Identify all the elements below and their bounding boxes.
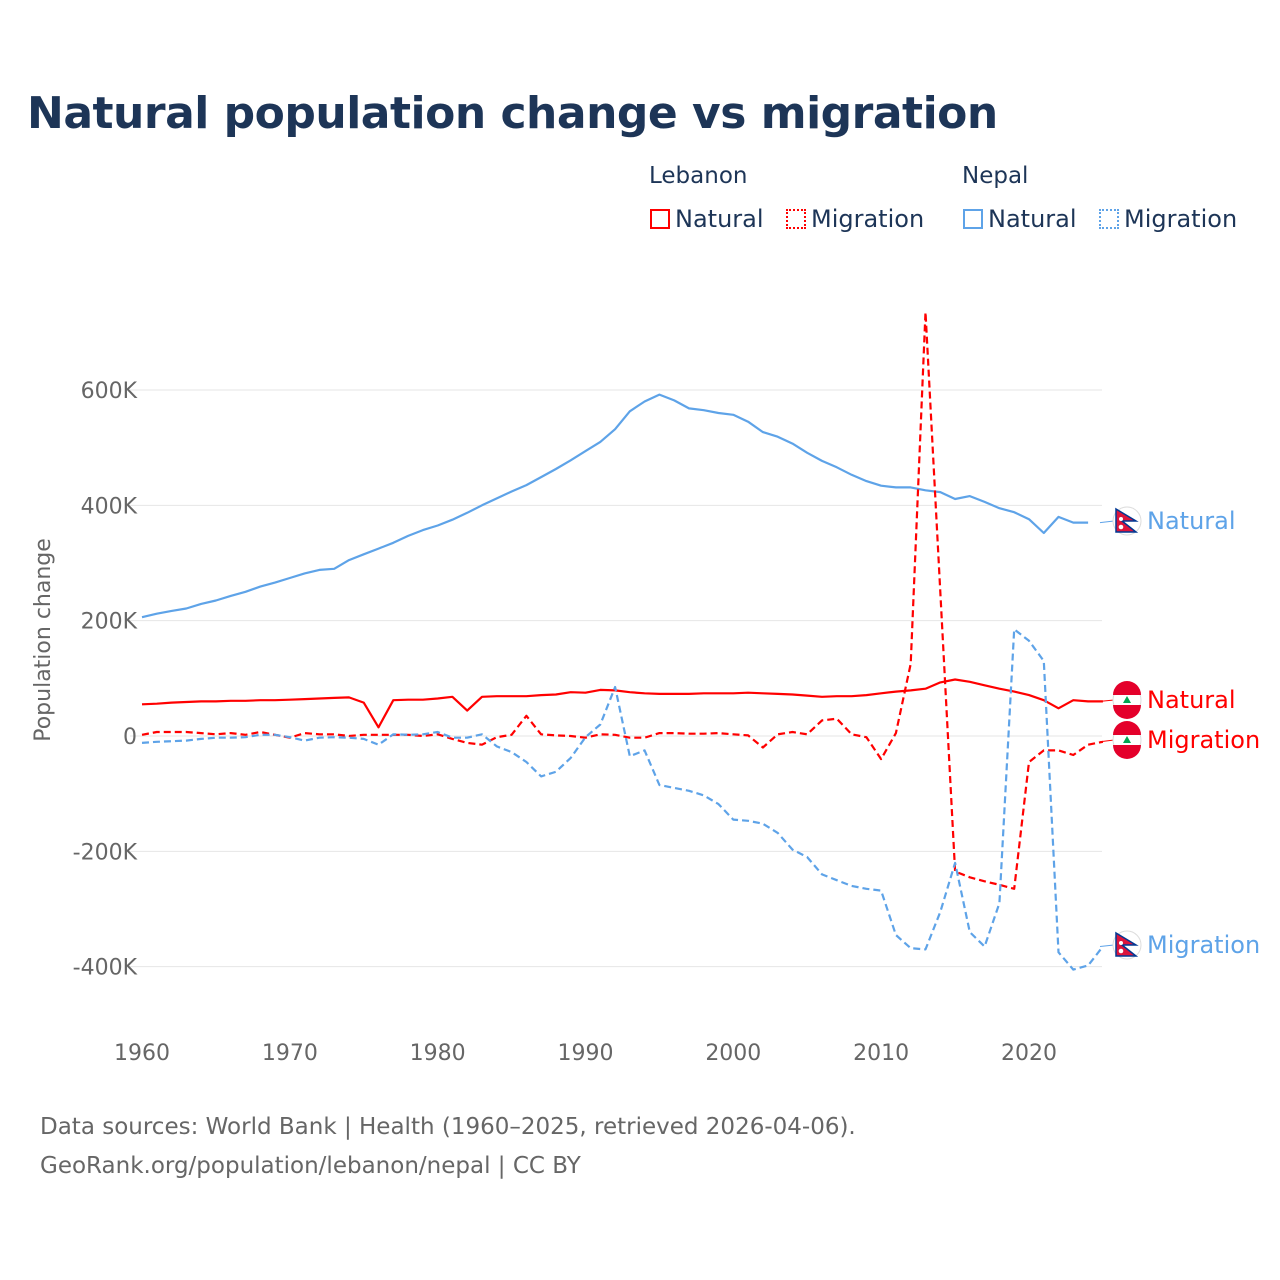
y-tick-label: -400K xyxy=(73,956,138,981)
cedar-icon xyxy=(1123,696,1131,703)
x-tick-label: 1980 xyxy=(410,1041,466,1066)
legend-label: Natural xyxy=(675,205,764,233)
flag-band xyxy=(1113,681,1141,695)
end-label-text: Natural xyxy=(1147,507,1236,535)
solid-swatch-icon xyxy=(963,209,983,229)
y-axis-label: Population change xyxy=(31,538,56,742)
label-connector xyxy=(1099,739,1115,743)
label-connector xyxy=(1099,944,1115,947)
y-tick-label: 400K xyxy=(81,494,138,519)
y-tick-label: 200K xyxy=(81,610,138,635)
lebanon-flag-icon xyxy=(1112,721,1142,759)
solid-swatch-icon xyxy=(650,209,670,229)
end-label-nepal-natural: Natural xyxy=(1099,506,1236,536)
source-line: Data sources: World Bank | Health (1960–… xyxy=(40,1114,856,1140)
series-line-nepal-migration xyxy=(141,628,1104,971)
series-line-lebanon-migration xyxy=(141,311,1104,890)
end-label-text: Natural xyxy=(1147,686,1236,714)
end-label-lebanon-migration: Migration xyxy=(1099,721,1260,759)
flag-band xyxy=(1113,721,1141,735)
end-label-nepal-migration: Migration xyxy=(1099,930,1260,960)
dotted-swatch-icon xyxy=(1099,209,1119,229)
dotted-swatch-icon xyxy=(786,209,806,229)
nepal-flag-icon xyxy=(1112,930,1142,960)
end-label-lebanon-natural: Natural xyxy=(1099,681,1236,719)
moon-icon xyxy=(1119,941,1123,945)
x-tick-label: 2010 xyxy=(853,1041,909,1066)
y-tick-label: 0 xyxy=(123,725,137,750)
chart-title: Natural population change vs migration xyxy=(27,88,998,139)
end-label-text: Migration xyxy=(1147,726,1260,754)
flag-band xyxy=(1113,705,1141,719)
nepal-flag-icon xyxy=(1112,506,1142,536)
legend-nepal-migration[interactable]: Migration xyxy=(1099,205,1237,233)
series-line-lebanon-natural xyxy=(141,678,1103,729)
x-tick-label: 1970 xyxy=(262,1041,318,1066)
legend-label: Natural xyxy=(988,205,1077,233)
cedar-icon xyxy=(1123,736,1131,743)
legend-lebanon-natural[interactable]: Natural xyxy=(650,205,764,233)
moon-icon xyxy=(1119,517,1123,521)
legend-group-lebanon: Lebanon xyxy=(649,163,748,189)
x-tick-label: 2000 xyxy=(705,1041,761,1066)
x-tick-label: 2020 xyxy=(1001,1041,1057,1066)
label-connector xyxy=(1099,699,1115,702)
legend-lebanon-migration[interactable]: Migration xyxy=(786,205,924,233)
y-tick-label: -200K xyxy=(73,840,138,865)
source-link[interactable]: GeoRank.org/population/lebanon/nepal | C… xyxy=(40,1153,581,1179)
legend-label: Migration xyxy=(811,205,925,233)
y-tick-label: 600K xyxy=(81,379,138,404)
legend-label: Migration xyxy=(1124,205,1238,233)
sun-icon xyxy=(1118,948,1124,954)
source-note: Data sources: World Bank | Health (1960–… xyxy=(40,1108,856,1186)
series-line-nepal-natural xyxy=(141,393,1089,619)
legend-nepal-natural[interactable]: Natural xyxy=(963,205,1077,233)
flag-band xyxy=(1113,745,1141,759)
legend-group-nepal: Nepal xyxy=(962,163,1029,189)
x-tick-label: 1990 xyxy=(557,1041,613,1066)
sun-icon xyxy=(1118,524,1124,530)
lebanon-flag-icon xyxy=(1112,681,1142,719)
x-tick-label: 1960 xyxy=(114,1041,170,1066)
label-connector xyxy=(1099,520,1115,524)
end-label-text: Migration xyxy=(1147,931,1260,959)
